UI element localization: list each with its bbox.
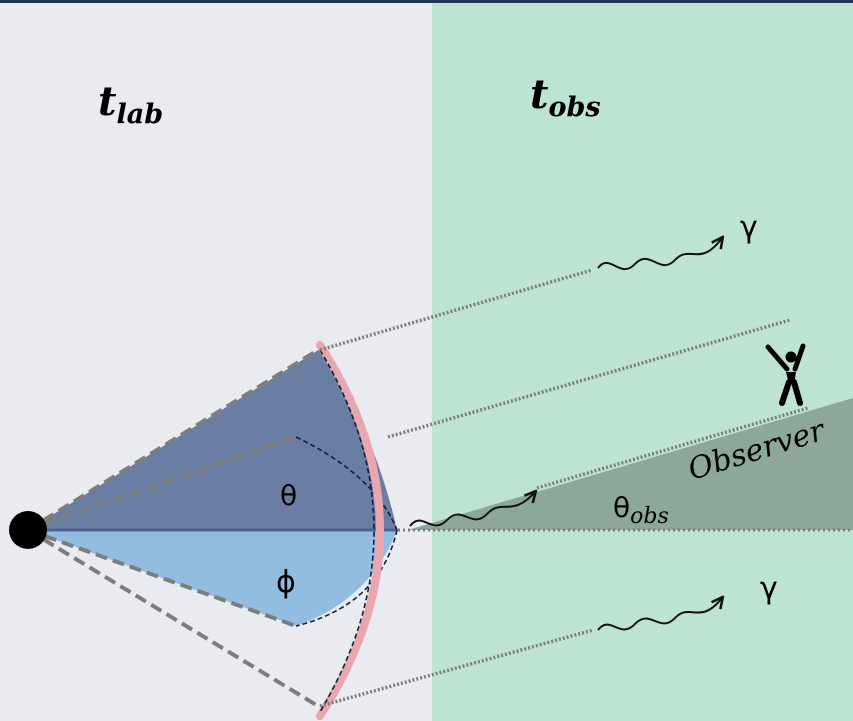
theta-obs-label: θobs [613,491,669,529]
t-lab-subscript: lab [116,99,163,130]
source-point [9,511,47,549]
ray-upper-outer [26,348,320,532]
t-lab-main: t [98,78,117,125]
emitting-shell-arc [316,341,384,720]
person-cheering-icon [765,343,806,406]
theta-obs-subscript: obs [630,504,669,529]
t-obs-subscript: obs [548,92,600,123]
ray-lower-inner [27,528,297,628]
t-obs-main: t [530,71,549,118]
ray-lower-outer [26,528,320,708]
photon-path-1 [319,268,593,352]
source-rays [26,348,320,708]
gamma-bottom-label: γ [760,571,778,606]
t-obs-label: tobs [530,71,601,123]
photon-path-2 [387,318,791,439]
lower-wedge [28,530,397,626]
ray-upper-inner [27,435,297,532]
top-border [0,0,853,3]
upper-wedge [28,349,397,530]
svg-text:θobs: θobs [613,491,669,529]
photon-paths [319,268,809,708]
inner-lower-curve [295,529,398,627]
photon-path-4 [319,628,594,708]
inner-upper-curve [295,436,398,531]
gamma-top-label: γ [740,210,758,245]
t-lab-label: tlab [98,78,163,130]
phi-label: ϕ [276,565,296,600]
svg-text:tobs: tobs [530,71,601,123]
photon-wave-top [597,238,722,271]
theta-obs-main: θ [613,491,630,524]
photon-wave-bottom [597,598,722,631]
theta-label: θ [280,479,297,512]
photon-path-3 [536,406,809,490]
lab-frame-region [0,0,432,721]
photon-wave-middle [409,492,535,527]
svg-text:tlab: tlab [98,78,163,130]
observer-wedge [408,398,853,530]
